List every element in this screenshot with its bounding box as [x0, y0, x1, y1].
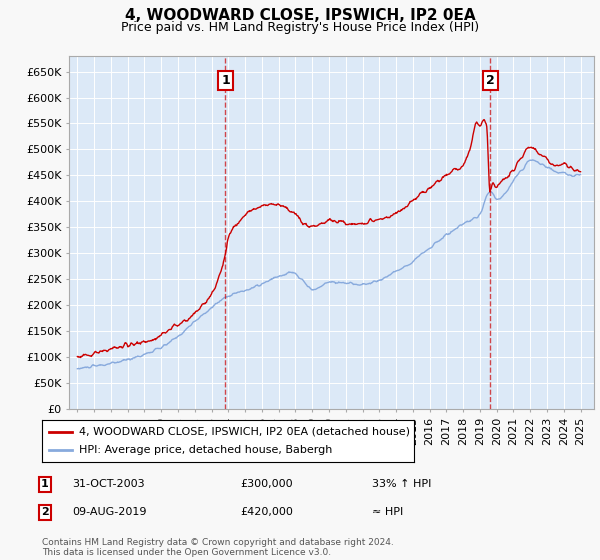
- Text: £300,000: £300,000: [240, 479, 293, 489]
- Text: 2: 2: [41, 507, 49, 517]
- Text: £420,000: £420,000: [240, 507, 293, 517]
- Text: 1: 1: [221, 74, 230, 87]
- Text: Price paid vs. HM Land Registry's House Price Index (HPI): Price paid vs. HM Land Registry's House …: [121, 21, 479, 34]
- Text: Contains HM Land Registry data © Crown copyright and database right 2024.
This d: Contains HM Land Registry data © Crown c…: [42, 538, 394, 557]
- Text: 4, WOODWARD CLOSE, IPSWICH, IP2 0EA (detached house): 4, WOODWARD CLOSE, IPSWICH, IP2 0EA (det…: [79, 427, 410, 437]
- Text: 1: 1: [41, 479, 49, 489]
- Text: 2: 2: [485, 74, 494, 87]
- Text: 31-OCT-2003: 31-OCT-2003: [72, 479, 145, 489]
- Text: HPI: Average price, detached house, Babergh: HPI: Average price, detached house, Babe…: [79, 445, 332, 455]
- Text: 4, WOODWARD CLOSE, IPSWICH, IP2 0EA: 4, WOODWARD CLOSE, IPSWICH, IP2 0EA: [125, 8, 475, 24]
- Text: 33% ↑ HPI: 33% ↑ HPI: [372, 479, 431, 489]
- Text: ≈ HPI: ≈ HPI: [372, 507, 403, 517]
- Text: 09-AUG-2019: 09-AUG-2019: [72, 507, 146, 517]
